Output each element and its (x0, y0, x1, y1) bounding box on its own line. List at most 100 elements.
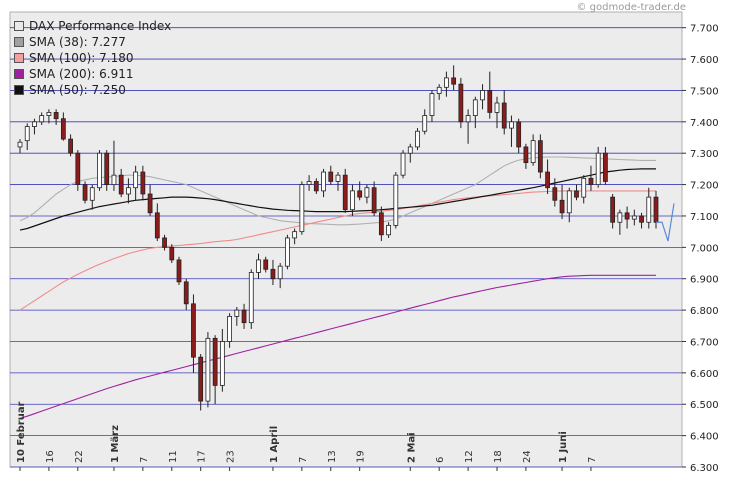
candle-body (393, 174, 399, 226)
legend-item-sma100: SMA (100): 7.180 (14, 50, 171, 66)
sma-line-2 (19, 274, 656, 419)
moving-averages (19, 156, 656, 419)
candle-body (24, 126, 30, 142)
candle-body (357, 190, 363, 198)
candle-body (350, 190, 355, 211)
x-tick-label: 1 Juni (558, 431, 569, 463)
y-tick-label: 6.600 (690, 369, 719, 380)
x-tick-label: 23 (226, 450, 237, 463)
candle-body (169, 246, 175, 261)
candle-body (46, 112, 52, 116)
candle-body (386, 224, 391, 236)
y-tick-label: 6.700 (690, 337, 719, 348)
candle-body (277, 265, 283, 280)
y-tick-label: 6.800 (690, 306, 719, 317)
candle-body (140, 171, 146, 195)
x-tick-label: 7 (587, 457, 598, 463)
candle-body (328, 171, 334, 182)
x-tick-label: 2 Mai (406, 432, 417, 463)
candle-body (89, 187, 95, 201)
y-axis: 7.700 7.600 7.500 7.400 7.300 7.200 7.100 7.000… (682, 24, 719, 474)
candle-body (335, 174, 341, 182)
x-tick-label: 17 (197, 450, 208, 463)
candle-body (436, 86, 442, 94)
sma-line-1 (19, 190, 656, 311)
candle-body (639, 215, 644, 223)
y-tick-label: 7.300 (690, 149, 719, 160)
candle-body (559, 199, 565, 214)
x-tick-label: 1 März (110, 425, 121, 463)
candle-body (566, 190, 572, 214)
plot-area (9, 11, 683, 468)
candle-body (552, 187, 558, 201)
candle-body (509, 121, 514, 129)
sma-line-3 (19, 168, 656, 231)
candle-body (480, 90, 485, 101)
y-tick-label: 7.600 (690, 55, 719, 66)
legend-swatch-dax (14, 21, 24, 31)
candle-body (299, 184, 305, 233)
x-tick-label: 1 April (269, 426, 280, 463)
legend-item-dax: DAX Performance Index (14, 18, 171, 34)
legend-label-sma50: SMA (50): 7.250 (29, 83, 126, 97)
candle-body (162, 237, 167, 248)
legend-swatch-sma50 (14, 85, 24, 95)
projection-line (656, 203, 675, 242)
candle-body (523, 146, 529, 164)
candle-body (631, 215, 637, 220)
candle-body (285, 237, 290, 267)
candle-body (530, 140, 536, 164)
x-tick-label: 7 (139, 457, 150, 463)
candle-body (501, 102, 507, 129)
candle-body (444, 77, 449, 88)
candle-body (212, 337, 218, 386)
candle-body (321, 171, 326, 192)
legend: DAX Performance Index SMA (38): 7.277 SM… (14, 18, 171, 98)
candle-body (147, 193, 153, 214)
y-tick-label: 7.500 (690, 86, 719, 97)
candle-body (516, 121, 522, 148)
candle-body (32, 121, 37, 127)
candle-body (82, 184, 88, 201)
gridlines (10, 27, 682, 468)
candle-body (241, 309, 247, 324)
x-tick-label: 6 (435, 457, 446, 463)
candle-body (68, 138, 73, 154)
candle-body (111, 174, 117, 185)
candlesticks (17, 65, 659, 411)
candle-body (205, 337, 211, 402)
candle-body (617, 212, 623, 223)
candle-body (263, 259, 269, 270)
candle-body (415, 130, 420, 148)
candle-body (219, 341, 225, 386)
legend-label-dax: DAX Performance Index (29, 19, 172, 33)
candle-body (292, 231, 298, 239)
y-tick-label: 7.100 (690, 212, 719, 223)
candle-body (53, 112, 59, 120)
candle-body (588, 177, 594, 185)
x-tick-label: 7 (298, 457, 309, 463)
candle-body (465, 115, 471, 123)
x-tick-label: 12 (464, 450, 475, 463)
candle-body (104, 152, 110, 185)
candle-body (191, 303, 196, 358)
candle-body (118, 174, 124, 195)
watermark: © godmode-trader.de (576, 2, 687, 13)
y-tick-label: 7.700 (690, 24, 719, 35)
y-tick-label: 7.000 (690, 243, 719, 254)
candle-body (624, 212, 630, 220)
legend-label-sma200: SMA (200): 6.911 (29, 67, 134, 81)
candle-body (154, 212, 160, 239)
x-tick-label: 13 (327, 450, 338, 463)
candle-body (603, 152, 608, 182)
candle-body (371, 187, 377, 214)
candle-body (422, 115, 428, 132)
candle-body (198, 356, 204, 402)
y-tick-label: 6.400 (690, 432, 719, 443)
x-tick-label: 18 (493, 450, 504, 463)
candle-body (458, 83, 464, 123)
projection-path (656, 203, 675, 242)
candle-body (126, 187, 131, 195)
candle-body (306, 181, 312, 185)
legend-item-sma200: SMA (200): 6.911 (14, 66, 171, 82)
